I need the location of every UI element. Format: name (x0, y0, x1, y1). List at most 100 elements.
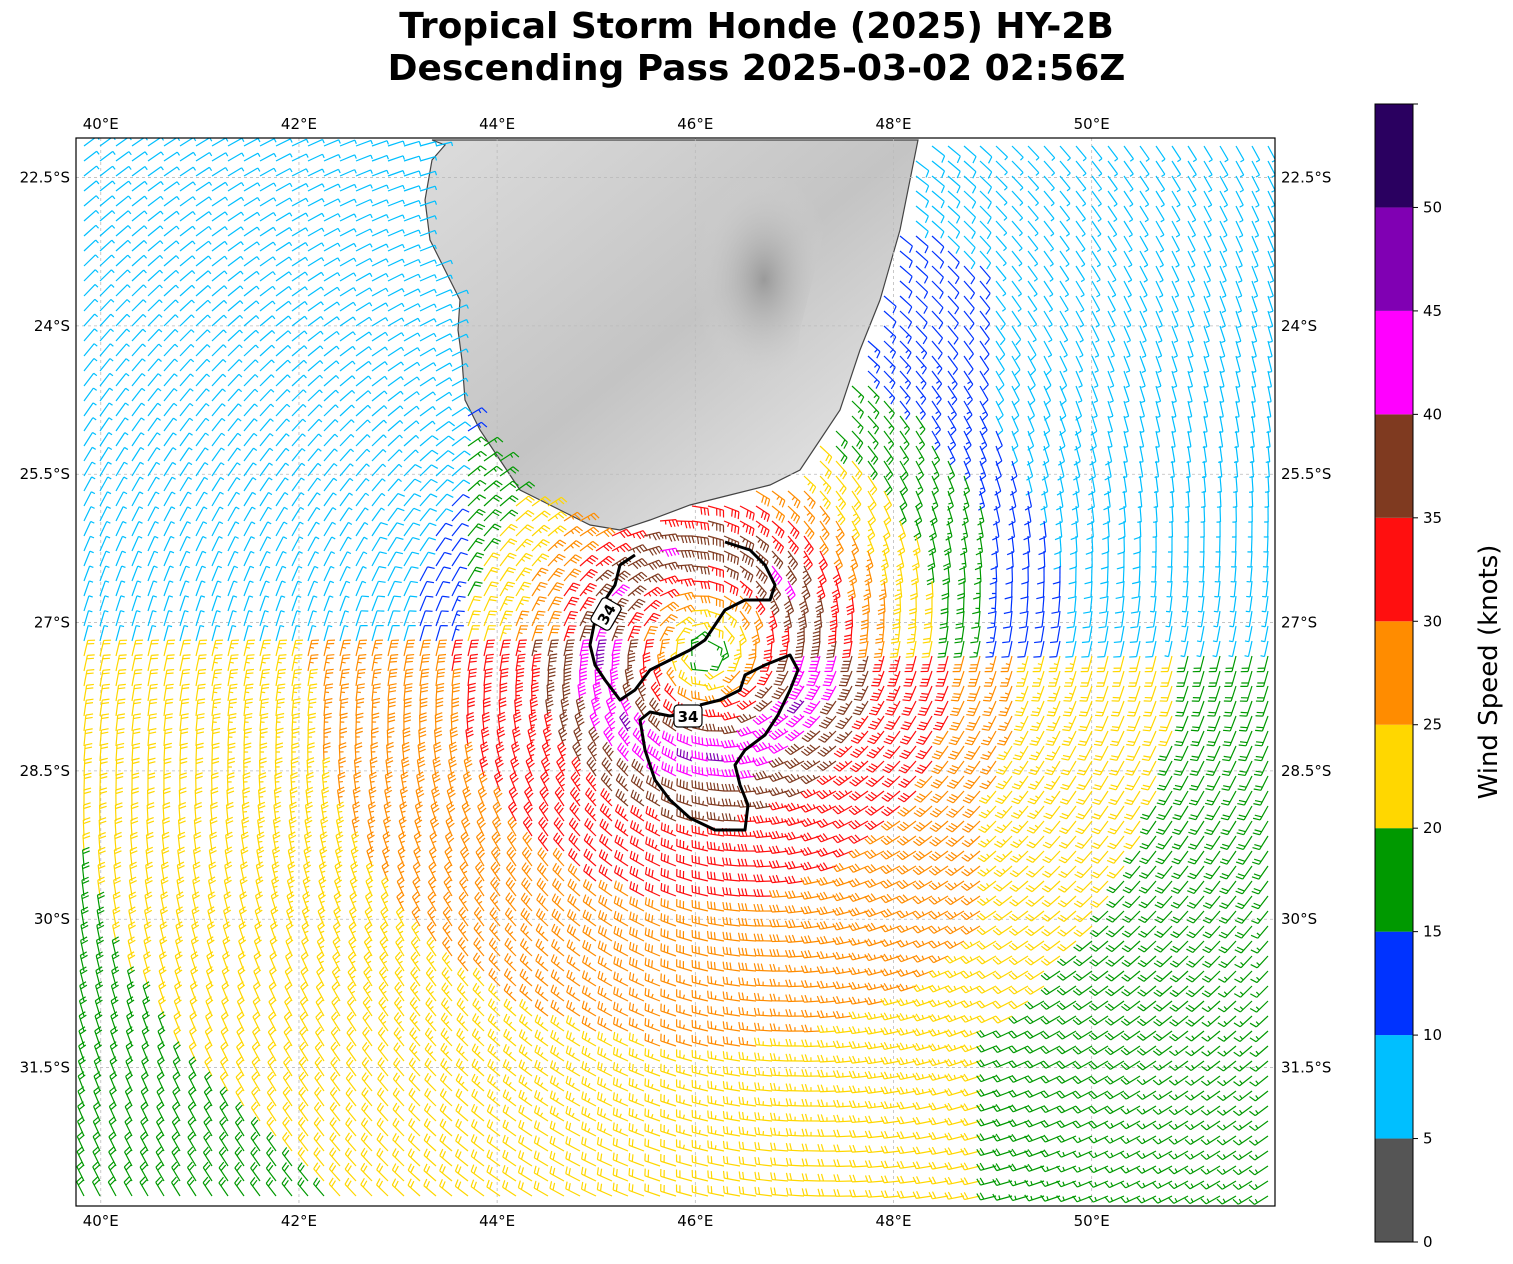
wind-barb (99, 210, 116, 222)
wind-barb (1137, 505, 1142, 523)
wind-barb (419, 347, 437, 357)
wind-barb (470, 1119, 485, 1137)
wind-barb (387, 712, 396, 732)
wind-barb (195, 373, 211, 387)
wind-barb (706, 811, 725, 822)
wind-barb (838, 670, 853, 687)
wind-barb (323, 227, 341, 237)
wind-barb (1056, 985, 1077, 996)
wind-barb (355, 536, 368, 552)
wind-barb (659, 626, 675, 642)
wind-barb (83, 520, 95, 537)
wind-barb (227, 418, 242, 432)
wind-barb (259, 138, 277, 147)
wind-barb (979, 340, 990, 361)
wind-barb (601, 757, 613, 777)
wind-barb (1160, 670, 1173, 687)
wind-barb (115, 728, 125, 747)
wind-barb (1234, 955, 1253, 969)
wind-barb (1141, 760, 1157, 776)
wind-barb (963, 370, 974, 391)
wind-barb (1191, 685, 1205, 702)
wind-barb (115, 432, 129, 447)
wind-barb (1213, 595, 1221, 613)
wind-barb (933, 700, 949, 717)
wind-barb (634, 696, 647, 717)
wind-barb (455, 1118, 469, 1137)
wind-barb (938, 625, 949, 644)
wind-barb (1151, 550, 1157, 568)
wind-barb (865, 760, 885, 773)
wind-barb (1015, 670, 1029, 687)
wind-barb (614, 834, 629, 852)
wind-barb (978, 820, 997, 834)
wind-barb (499, 581, 516, 597)
wind-barb (403, 507, 421, 522)
wind-barb (1155, 190, 1165, 208)
wind-barb (522, 816, 533, 837)
wind-barb (1245, 610, 1253, 628)
wind-barb (387, 346, 405, 357)
wind-barb (739, 505, 755, 521)
wind-barb (163, 225, 180, 237)
wind-barb (451, 610, 465, 627)
wind-barb (1010, 820, 1029, 834)
wind-barb (419, 362, 437, 372)
wind-barb (1026, 850, 1045, 863)
wind-barb (1042, 865, 1061, 878)
wind-barb (619, 711, 631, 732)
wind-barb (995, 340, 1006, 361)
wind-barb (1046, 700, 1061, 717)
wind-barb (1073, 955, 1093, 967)
wind-barb (131, 698, 142, 717)
wind-barb (867, 445, 879, 465)
wind-barb (1059, 160, 1071, 177)
wind-barb (851, 460, 863, 480)
wind-barb (419, 478, 438, 492)
wind-barb (800, 760, 821, 771)
wind-barb (675, 1094, 693, 1107)
wind-barb (768, 816, 789, 825)
wind-barb (1171, 145, 1182, 163)
wind-barb (1139, 280, 1148, 298)
wind-barb (644, 1063, 661, 1077)
wind-barb (489, 892, 501, 912)
wind-barb (419, 318, 437, 327)
wind-barb (769, 934, 789, 943)
wind-barb (1084, 565, 1093, 585)
wind-barb (995, 280, 1007, 297)
wind-barb (227, 196, 245, 207)
wind-barb (467, 421, 488, 432)
wind-barb (147, 757, 156, 777)
lat-tick-right-2: 25.5°S (1281, 465, 1331, 483)
wind-barb (227, 550, 239, 567)
wind-barb (631, 758, 645, 777)
wind-barb (754, 1037, 773, 1047)
wind-barb (1075, 355, 1084, 373)
wind-barb (488, 983, 501, 1002)
wind-barb (1027, 325, 1037, 343)
wind-barb (859, 625, 869, 644)
wind-barb (660, 1063, 677, 1077)
wind-barb (1184, 1075, 1205, 1086)
wind-barb (770, 1187, 789, 1197)
wind-barb (801, 1143, 821, 1152)
wind-barb (1091, 250, 1101, 268)
wind-barb (339, 610, 349, 627)
wind-barb (1120, 1030, 1141, 1041)
wind-barb (880, 550, 889, 571)
wind-barb (258, 757, 267, 777)
wind-barb (227, 152, 245, 162)
wind-barb (1202, 445, 1207, 464)
wind-barb (659, 601, 680, 612)
wind-barb (572, 741, 582, 762)
wind-barb (307, 168, 325, 177)
wind-barb (403, 214, 421, 222)
wind-barb (243, 668, 255, 687)
wind-barb (1057, 925, 1077, 937)
wind-barb (754, 1186, 773, 1197)
wind-barb (880, 835, 901, 846)
wind-barb (131, 225, 148, 237)
wind-barb (883, 340, 897, 359)
wind-barb (195, 166, 213, 177)
